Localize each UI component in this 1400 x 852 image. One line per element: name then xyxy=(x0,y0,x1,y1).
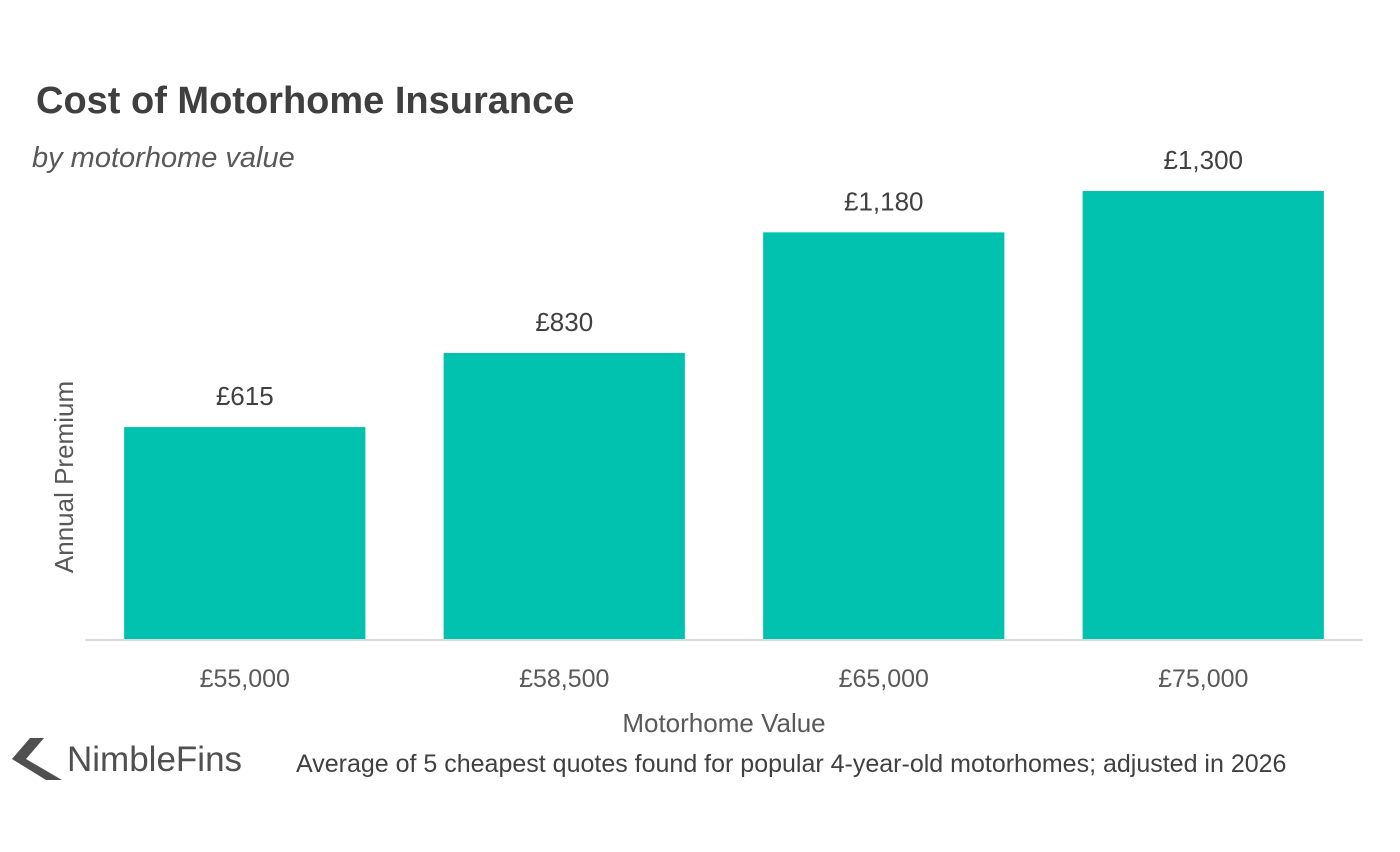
x-axis-label: Motorhome Value xyxy=(622,708,825,738)
bar-2 xyxy=(443,352,685,639)
data-label-1: £615 xyxy=(216,381,274,411)
chart-title: Cost of Motorhome Insurance xyxy=(36,80,575,122)
bar-4 xyxy=(1082,191,1324,639)
bar-chart: Annual Premium Motorhome Value £615 £55,0… xyxy=(49,145,1363,738)
brand-logo: NimbleFins xyxy=(10,734,280,784)
data-label-3: £1,180 xyxy=(844,186,924,216)
footer: NimbleFins Average of 5 cheapest quotes … xyxy=(10,728,1395,788)
source-note: Average of 5 cheapest quotes found for p… xyxy=(296,750,1287,778)
brand-name: NimbleFins xyxy=(67,740,243,779)
bars-group: £615 £55,000 £830 £58,500 £1,180 £65,000 £1,30… xyxy=(124,145,1324,693)
brand-chevron-icon xyxy=(12,738,62,780)
data-label-4: £1,300 xyxy=(1163,145,1243,175)
y-axis-label: Annual Premium xyxy=(49,381,79,573)
data-label-2: £830 xyxy=(535,307,593,337)
x-tick-label-2: £58,500 xyxy=(519,665,609,693)
bar-3 xyxy=(763,232,1005,639)
bar-1 xyxy=(124,427,366,639)
x-tick-label-3: £65,000 xyxy=(839,665,929,693)
x-tick-label-1: £55,000 xyxy=(200,665,290,693)
x-tick-label-4: £75,000 xyxy=(1158,665,1248,693)
chart-subtitle: by motorhome value xyxy=(32,142,295,174)
